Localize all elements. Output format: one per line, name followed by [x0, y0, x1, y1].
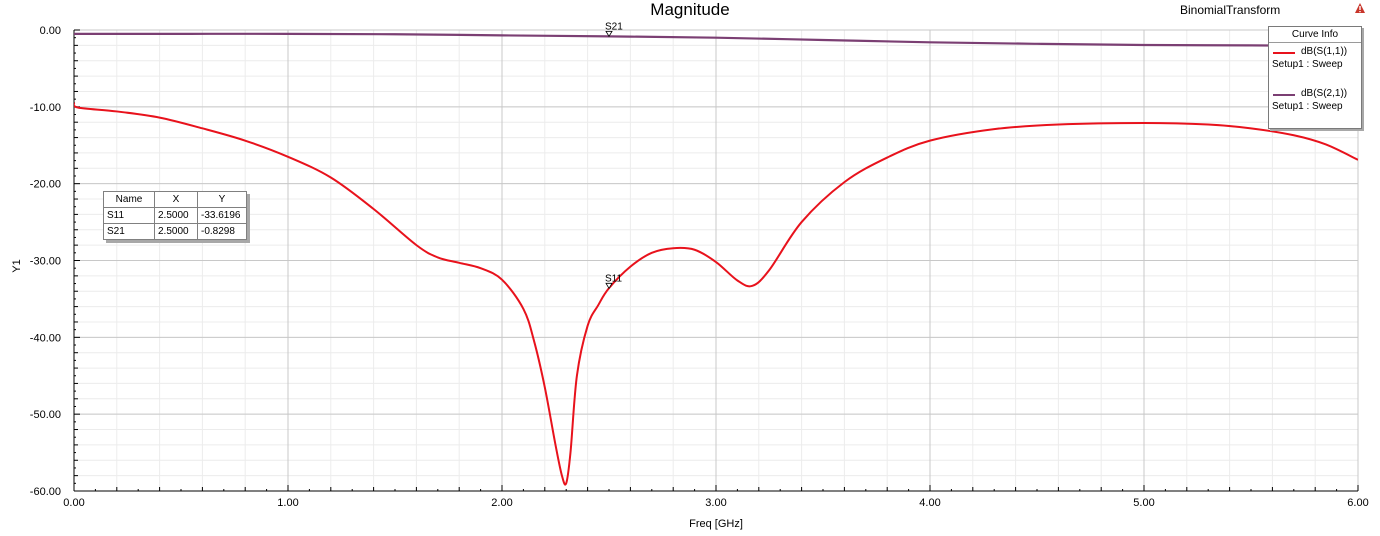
x-tick-label: 6.00 [1347, 497, 1368, 509]
table-cell: -0.8298 [197, 223, 247, 240]
marker-label-s11: S11 [605, 273, 622, 284]
series-line-s21 [74, 32, 1358, 48]
y-tick-label: -60.00 [30, 486, 61, 498]
legend-header: Curve Info [1269, 27, 1361, 43]
warning-triangle-icon[interactable] [1354, 2, 1366, 14]
table-cell: 2.5000 [154, 223, 198, 240]
legend-setup: Setup1 : Sweep [1272, 59, 1343, 70]
grid-lines [73, 29, 1359, 492]
marker-triangle-s21 [605, 30, 613, 38]
marker-table-header: Name X Y [103, 191, 247, 208]
column-header: Name [103, 191, 155, 208]
table-row[interactable]: S21 2.5000 -0.8298 [103, 223, 247, 240]
chart-title: Magnitude [650, 0, 730, 19]
legend-name: dB(S(2,1)) [1301, 88, 1348, 99]
y-tick-label: -50.00 [30, 409, 61, 421]
table-row[interactable]: S11 2.5000 -33.6196 [103, 207, 247, 224]
project-name: BinomialTransform [1180, 3, 1281, 17]
y-tick-label: -40.00 [30, 332, 61, 344]
y-tick-label: -30.00 [30, 256, 61, 268]
legend-swatch-s11 [1273, 52, 1295, 54]
x-tick-label: 2.00 [491, 497, 512, 509]
column-header: Y [197, 191, 247, 208]
x-tick-label: 5.00 [1133, 497, 1154, 509]
series-layer [74, 32, 1358, 486]
marker-label-s21: S21 [605, 21, 623, 32]
x-tick-label: 4.00 [919, 497, 940, 509]
x-axis-label: Freq [GHz] [689, 518, 743, 530]
y-tick-label: -10.00 [30, 102, 61, 114]
y-axis-label: Y1 [11, 259, 23, 272]
legend-setup: Setup1 : Sweep [1272, 101, 1343, 112]
series-line-s11 [74, 102, 1358, 486]
table-cell: 2.5000 [154, 207, 198, 224]
marker-table[interactable]: Name X Y S11 2.5000 -33.6196 S21 2.5000 … [103, 191, 247, 240]
legend-entry-s21[interactable]: dB(S(2,1)) Setup1 : Sweep [1269, 85, 1361, 127]
marker-triangle-s11 [605, 282, 613, 290]
legend-name: dB(S(1,1)) [1301, 46, 1348, 57]
legend-swatch-s21 [1273, 94, 1295, 96]
table-cell: S11 [103, 207, 155, 224]
table-cell: S21 [103, 223, 155, 240]
y-tick-label: -20.00 [30, 179, 61, 191]
legend-entry-s11[interactable]: dB(S(1,1)) Setup1 : Sweep [1269, 43, 1361, 85]
axes: 0.00 1.00 2.00 3.00 4.00 5.00 6.00 0.00 -10.00 -2… [30, 25, 1369, 509]
x-tick-label: 0.00 [63, 497, 84, 509]
curve-info-legend[interactable]: Curve Info dB(S(1,1)) Setup1 : Sweep dB(… [1268, 26, 1362, 129]
x-tick-label: 1.00 [277, 497, 298, 509]
y-tick-label: 0.00 [40, 25, 61, 37]
x-tick-label: 3.00 [705, 497, 726, 509]
marker-layer: S21 S11 [605, 21, 623, 290]
table-cell: -33.6196 [197, 207, 247, 224]
column-header: X [154, 191, 198, 208]
